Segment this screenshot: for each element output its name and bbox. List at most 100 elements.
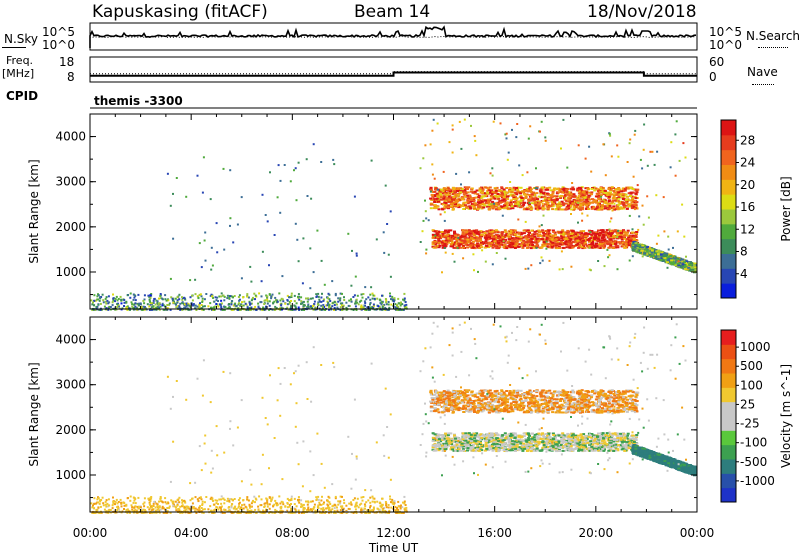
scatter-power-point	[159, 305, 162, 308]
scatter-power-point	[463, 240, 467, 243]
scatter-power-point	[460, 198, 464, 201]
scatter-power-point	[458, 204, 462, 207]
scatter-power-point	[534, 241, 538, 244]
scatter-power-point	[353, 294, 356, 297]
scatter-power-point	[337, 300, 340, 303]
scatter-power-point	[471, 240, 475, 243]
scatter-power-point	[615, 232, 619, 234]
scatter-power-point	[218, 295, 221, 298]
scatter-power-point	[542, 192, 545, 195]
scatter-power-point	[287, 308, 290, 311]
scatter-power-point	[577, 192, 581, 195]
scatter-power-point	[202, 308, 205, 311]
scatter-power-point	[290, 300, 292, 302]
scatter-power-point	[459, 187, 463, 190]
scatter-power-point	[569, 242, 573, 244]
scatter-power-point	[540, 224, 543, 227]
scatter-power-point	[479, 237, 482, 240]
scatter-power-point	[544, 136, 547, 139]
scatter-power-point	[577, 200, 581, 203]
scatter-power-point	[628, 214, 631, 217]
scatter-power-point	[623, 205, 627, 208]
scatter-power-point	[539, 235, 543, 237]
scatter-power-point	[629, 195, 632, 197]
scatter-power-point	[471, 238, 475, 241]
scatter-power-point	[500, 192, 504, 195]
scatter-power-point	[320, 300, 323, 303]
scatter-power-point	[303, 304, 306, 307]
scatter-power-point	[541, 243, 545, 246]
scatter-power-point	[572, 206, 576, 208]
series-nsky-line	[89, 25, 697, 48]
scatter-power-point	[307, 305, 310, 308]
scatter-power-point	[150, 302, 153, 305]
scatter-power-point	[126, 305, 129, 308]
scatter-power-point	[480, 196, 484, 199]
scatter-power-point	[369, 306, 372, 309]
scatter-power-point	[650, 255, 654, 258]
scatter-power-point	[529, 208, 533, 211]
scatter-power-point	[510, 190, 514, 193]
scatter-power-point	[473, 192, 477, 195]
scatter-power-point	[454, 203, 457, 206]
scatter-power-point	[600, 243, 604, 246]
scatter-power-point	[472, 190, 476, 193]
scatter-power-point	[588, 240, 591, 243]
scatter-power-point	[446, 240, 450, 243]
scatter-power-point	[99, 296, 101, 299]
scatter-power-point	[542, 234, 546, 237]
scatter-power-point	[187, 308, 190, 311]
scatter-power-point	[564, 202, 568, 205]
scatter-power-point	[565, 240, 569, 243]
scatter-power-point	[274, 296, 277, 299]
scatter-power-point	[214, 305, 217, 308]
scatter-power-point	[497, 237, 501, 240]
scatter-power-point	[691, 267, 694, 269]
scatter-power-point	[111, 301, 114, 304]
scatter-power-point	[544, 230, 548, 232]
scatter-power-point	[179, 302, 182, 305]
scatter-power-point	[471, 243, 475, 246]
scatter-power-point	[381, 301, 384, 304]
scatter-power-point	[486, 199, 490, 202]
scatter-power-point	[491, 196, 495, 199]
scatter-power-point	[149, 296, 152, 299]
scatter-power-point	[508, 243, 512, 246]
scatter-power-point	[178, 307, 181, 310]
scatter-power-point	[165, 299, 168, 302]
scatter-power-point	[112, 299, 115, 302]
scatter-power-point	[143, 298, 146, 301]
series-nave-line	[90, 71, 697, 75]
scatter-power-point	[614, 230, 618, 233]
scatter-power-point	[359, 300, 361, 303]
scatter-power-point	[327, 303, 330, 305]
scatter-power-point	[134, 302, 137, 305]
scatter-power-point	[445, 205, 449, 208]
scatter-power-point	[181, 298, 184, 301]
scatter-power-point	[315, 307, 318, 310]
scatter-power-point	[198, 307, 201, 310]
scatter-power-point	[504, 231, 508, 234]
scatter-power-point	[223, 308, 226, 311]
scatter-power-point	[453, 260, 456, 263]
scatter-power-point	[220, 306, 223, 308]
scatter-power-point	[242, 304, 245, 307]
scatter-power-point	[487, 234, 491, 237]
scatter-power-point	[539, 191, 543, 194]
scatter-power-point	[532, 237, 536, 240]
scatter-power-point	[566, 199, 569, 202]
scatter-power-point	[317, 295, 320, 298]
scatter-power-point	[542, 231, 545, 234]
scatter-power-point	[97, 294, 100, 297]
scatter-power-point	[451, 237, 455, 240]
scatter-power-point	[191, 299, 194, 302]
scatter-power-point	[97, 298, 100, 301]
scatter-power-point	[580, 234, 584, 237]
scatter-power-point	[132, 298, 135, 301]
scatter-power-point	[666, 266, 669, 269]
scatter-power-point	[201, 297, 204, 300]
scatter-power-point	[445, 198, 448, 201]
scatter-power-point	[667, 235, 670, 238]
scatter-power-point	[176, 299, 179, 302]
scatter-power-point	[516, 200, 520, 203]
